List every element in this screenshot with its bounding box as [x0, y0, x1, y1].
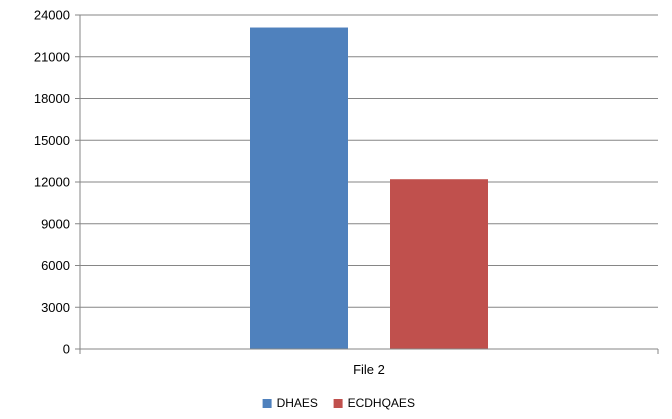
category-labels: File 2 [353, 362, 385, 377]
legend: DHAES ECDHQAES [262, 396, 415, 410]
legend-swatch-ecdhqaes [333, 399, 343, 408]
y-axis-tick-labels: 0 3000 6000 9000 12000 15000 18000 21000 24000 [34, 8, 70, 357]
y-tick-label: 12000 [34, 175, 70, 190]
gridlines [80, 14, 658, 308]
y-tick-label: 21000 [34, 49, 70, 64]
y-tick-label: 9000 [41, 216, 70, 231]
y-tick-label: 0 [63, 342, 70, 357]
legend-label-ecdhqaes: ECDHQAES [348, 396, 415, 410]
y-tick-label: 24000 [34, 8, 70, 23]
y-tick-label: 18000 [34, 91, 70, 106]
y-tick-label: 6000 [41, 258, 70, 273]
bar-ecdhqaes-file-2 [390, 179, 488, 349]
bars [250, 27, 488, 350]
y-tick-label: 3000 [41, 300, 70, 315]
axes [75, 14, 659, 354]
category-label: File 2 [353, 362, 385, 377]
legend-swatch-dhaes [262, 399, 272, 408]
legend-label-dhaes: DHAES [277, 396, 318, 410]
bar-dhaes-file-2 [250, 27, 348, 350]
y-tick-label: 15000 [34, 133, 70, 148]
